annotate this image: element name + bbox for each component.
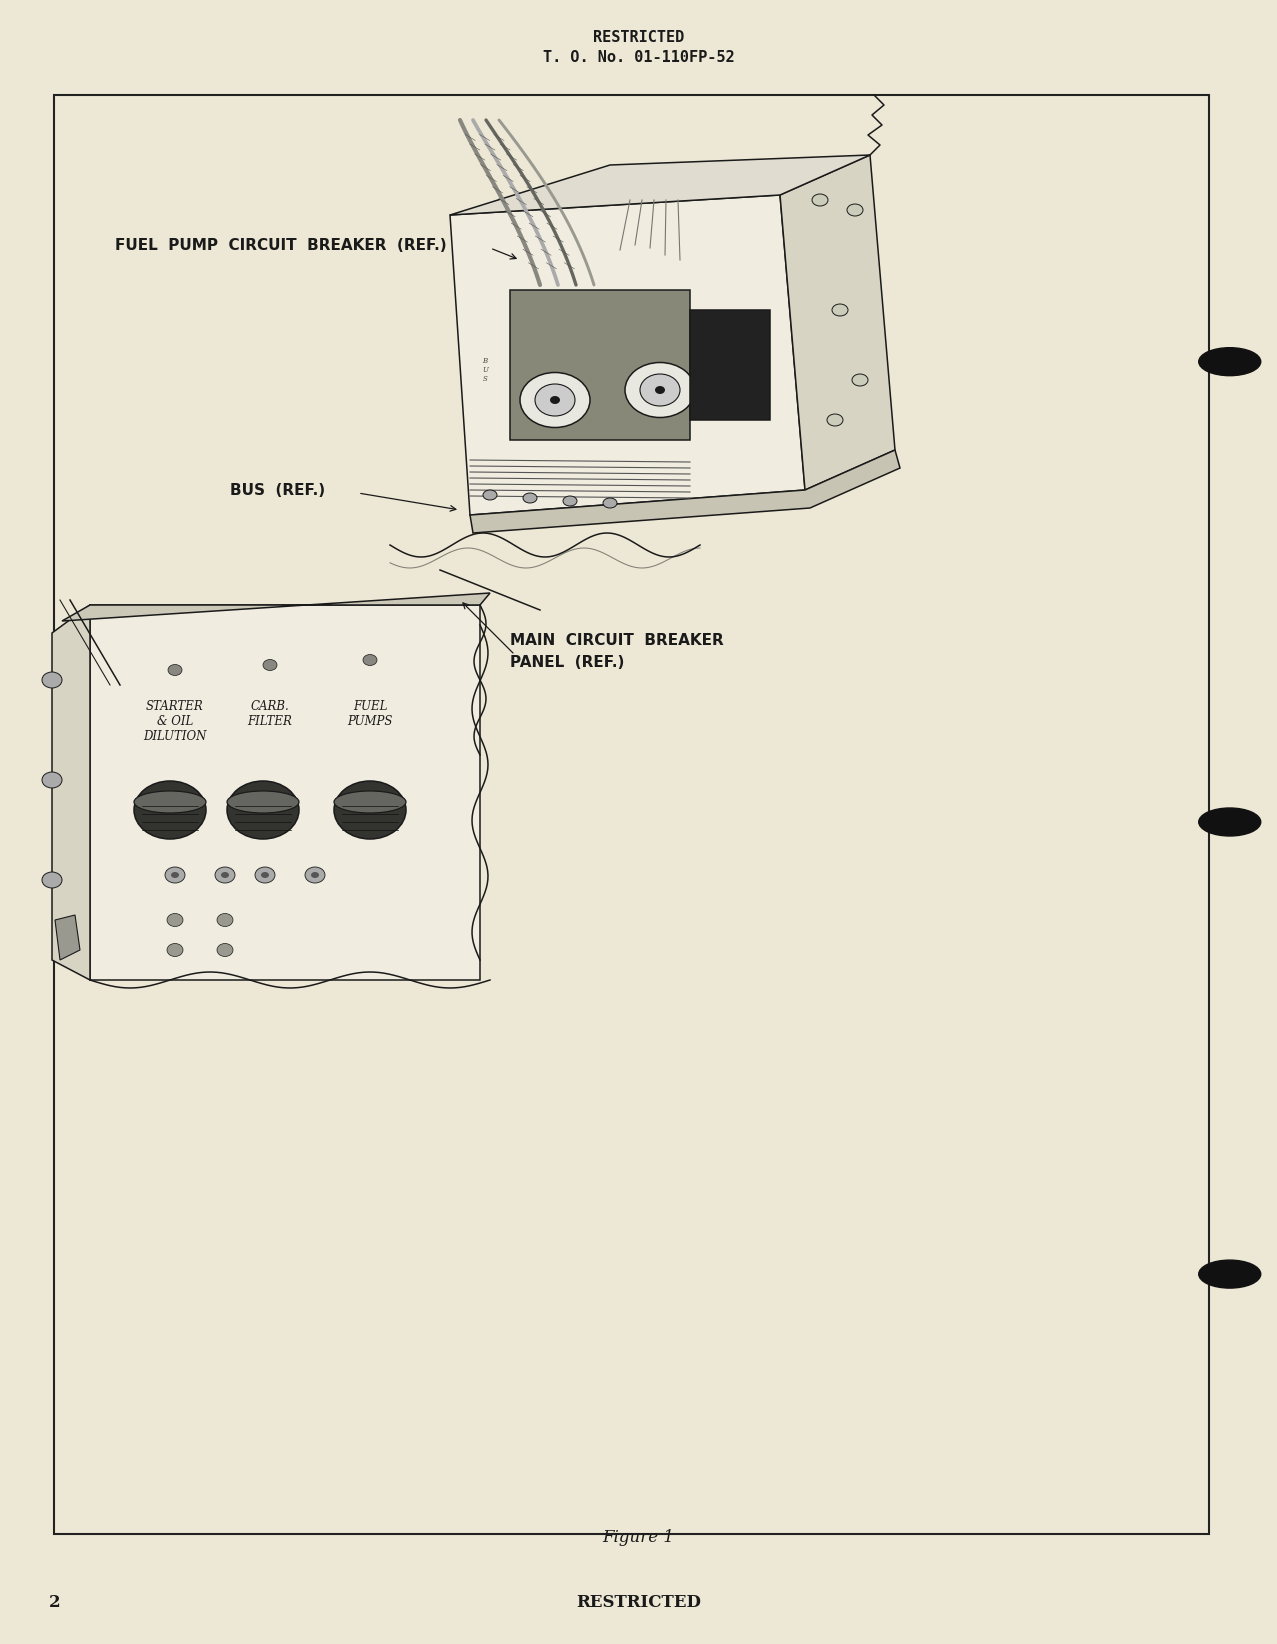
Polygon shape [89, 605, 480, 980]
Ellipse shape [165, 866, 185, 883]
Ellipse shape [134, 781, 206, 838]
Text: FUEL  PUMP  CIRCUIT  BREAKER  (REF.): FUEL PUMP CIRCUIT BREAKER (REF.) [115, 237, 447, 253]
Ellipse shape [217, 944, 232, 957]
Ellipse shape [550, 396, 561, 404]
Bar [510, 289, 690, 441]
Text: Figure 1: Figure 1 [603, 1529, 674, 1545]
Ellipse shape [169, 664, 183, 676]
Text: 2: 2 [49, 1595, 60, 1611]
Ellipse shape [312, 871, 319, 878]
Text: B
U
S: B U S [481, 357, 488, 383]
Ellipse shape [1199, 347, 1260, 376]
Ellipse shape [483, 490, 497, 500]
Ellipse shape [563, 496, 577, 506]
Ellipse shape [263, 659, 277, 671]
Text: RESTRICTED: RESTRICTED [576, 1595, 701, 1611]
Bar [54, 95, 1209, 1534]
Ellipse shape [42, 773, 63, 787]
Ellipse shape [221, 871, 229, 878]
Polygon shape [450, 196, 805, 515]
Ellipse shape [535, 385, 575, 416]
Ellipse shape [603, 498, 617, 508]
Ellipse shape [1199, 1259, 1260, 1289]
Bar [690, 311, 770, 419]
Text: STARTER
& OIL
DILUTION: STARTER & OIL DILUTION [143, 700, 207, 743]
Ellipse shape [227, 791, 299, 814]
Polygon shape [52, 605, 89, 980]
Ellipse shape [847, 204, 863, 215]
Ellipse shape [812, 194, 827, 206]
Ellipse shape [827, 414, 843, 426]
Ellipse shape [42, 672, 63, 687]
Polygon shape [55, 916, 80, 960]
Ellipse shape [524, 493, 538, 503]
Ellipse shape [363, 654, 377, 666]
Ellipse shape [255, 866, 275, 883]
Ellipse shape [640, 373, 679, 406]
Text: RESTRICTED: RESTRICTED [593, 31, 684, 46]
Ellipse shape [1199, 807, 1260, 837]
Ellipse shape [335, 781, 406, 838]
Ellipse shape [227, 781, 299, 838]
Polygon shape [780, 155, 895, 490]
Ellipse shape [167, 944, 183, 957]
Ellipse shape [305, 866, 326, 883]
Polygon shape [63, 593, 490, 621]
Polygon shape [470, 450, 900, 533]
Text: T. O. No. 01-110FP-52: T. O. No. 01-110FP-52 [543, 51, 734, 66]
Text: FUEL
PUMPS: FUEL PUMPS [347, 700, 393, 728]
Ellipse shape [852, 373, 868, 386]
Text: MAIN  CIRCUIT  BREAKER: MAIN CIRCUIT BREAKER [510, 633, 724, 648]
Ellipse shape [261, 871, 269, 878]
Ellipse shape [655, 386, 665, 395]
Ellipse shape [335, 791, 406, 814]
Polygon shape [450, 155, 870, 215]
Ellipse shape [134, 791, 206, 814]
Ellipse shape [167, 914, 183, 927]
Ellipse shape [217, 914, 232, 927]
Ellipse shape [171, 871, 179, 878]
Text: BUS  (REF.): BUS (REF.) [230, 482, 326, 498]
Ellipse shape [624, 362, 695, 418]
Ellipse shape [520, 373, 590, 427]
Ellipse shape [833, 304, 848, 316]
Ellipse shape [215, 866, 235, 883]
Text: PANEL  (REF.): PANEL (REF.) [510, 654, 624, 669]
Text: CARB.
FILTER: CARB. FILTER [248, 700, 292, 728]
Ellipse shape [42, 871, 63, 888]
